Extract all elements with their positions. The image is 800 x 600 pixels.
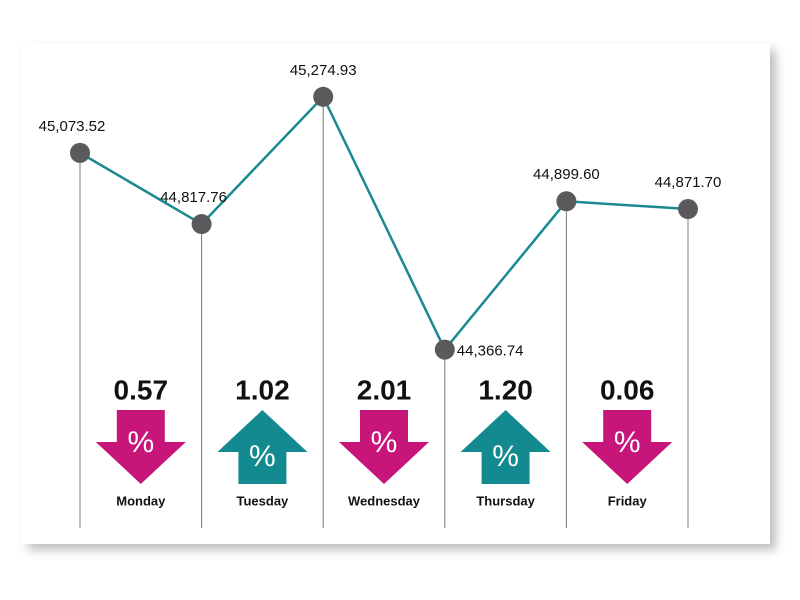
percent-symbol: % bbox=[614, 426, 641, 459]
change-value: 1.20 bbox=[478, 374, 533, 405]
percent-symbol: % bbox=[249, 440, 276, 473]
value-label: 44,899.60 bbox=[533, 166, 600, 183]
arrow-down bbox=[582, 410, 673, 484]
change-value: 2.01 bbox=[357, 374, 412, 405]
percent-symbol: % bbox=[492, 440, 519, 473]
point bbox=[556, 191, 577, 212]
day-label: Monday bbox=[116, 493, 166, 508]
value-label: 44,817.76 bbox=[160, 189, 227, 206]
day-label: Friday bbox=[608, 493, 648, 508]
day-label: Tuesday bbox=[237, 493, 290, 508]
value-label: 45,274.93 bbox=[290, 62, 357, 79]
point bbox=[678, 199, 698, 220]
line bbox=[79, 94, 689, 352]
arrow-down bbox=[339, 410, 429, 484]
arrow-up bbox=[460, 410, 551, 484]
point bbox=[313, 86, 334, 107]
change-value: 0.06 bbox=[600, 374, 655, 405]
change-value: 0.57 bbox=[114, 374, 169, 405]
point bbox=[191, 214, 212, 235]
value-label: 44,366.74 bbox=[457, 343, 524, 360]
arrow-down bbox=[95, 410, 186, 484]
percent-symbol: % bbox=[127, 426, 154, 459]
value-label: 45,073.52 bbox=[39, 118, 106, 135]
arrow-up bbox=[217, 410, 308, 484]
point bbox=[434, 339, 455, 360]
point bbox=[70, 142, 90, 163]
percent-symbol: % bbox=[371, 426, 398, 459]
day-label: Wednesday bbox=[348, 493, 421, 508]
day-label: Thursday bbox=[476, 493, 535, 508]
change-value: 1.02 bbox=[235, 374, 290, 405]
value-label: 44,871.70 bbox=[655, 174, 722, 191]
